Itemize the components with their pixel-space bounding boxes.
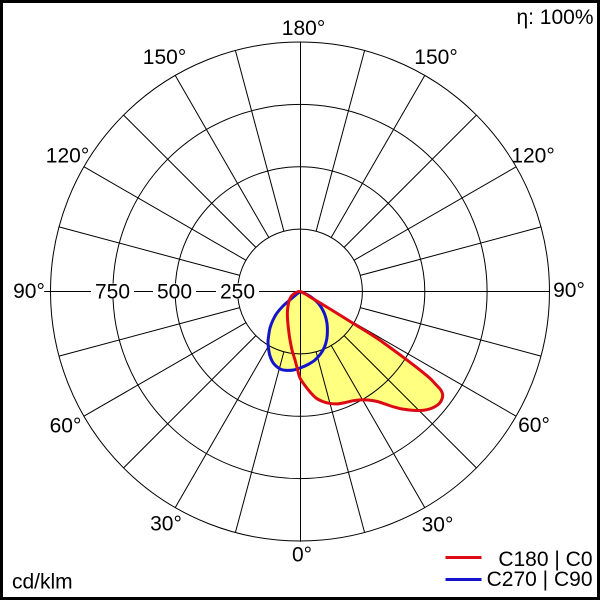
svg-text:C270 | C90: C270 | C90 — [487, 568, 593, 591]
svg-text:C180 | C0: C180 | C0 — [498, 548, 592, 571]
svg-text:250: 250 — [220, 281, 255, 304]
svg-text:cd/klm: cd/klm — [12, 571, 73, 594]
svg-text:750: 750 — [95, 281, 130, 304]
svg-text:30°: 30° — [150, 513, 182, 536]
svg-text:500: 500 — [157, 281, 192, 304]
svg-text:60°: 60° — [518, 414, 550, 437]
svg-text:150°: 150° — [414, 46, 457, 69]
svg-text:150°: 150° — [143, 46, 186, 69]
svg-text:120°: 120° — [511, 145, 554, 168]
svg-text:120°: 120° — [46, 145, 89, 168]
svg-text:30°: 30° — [422, 514, 454, 537]
svg-text:90°: 90° — [553, 279, 585, 302]
svg-text:60°: 60° — [50, 415, 82, 438]
svg-text:180°: 180° — [282, 17, 325, 40]
svg-text:0°: 0° — [292, 544, 312, 567]
svg-text:η: 100%: η: 100% — [516, 6, 593, 29]
svg-text:90°: 90° — [13, 280, 45, 303]
